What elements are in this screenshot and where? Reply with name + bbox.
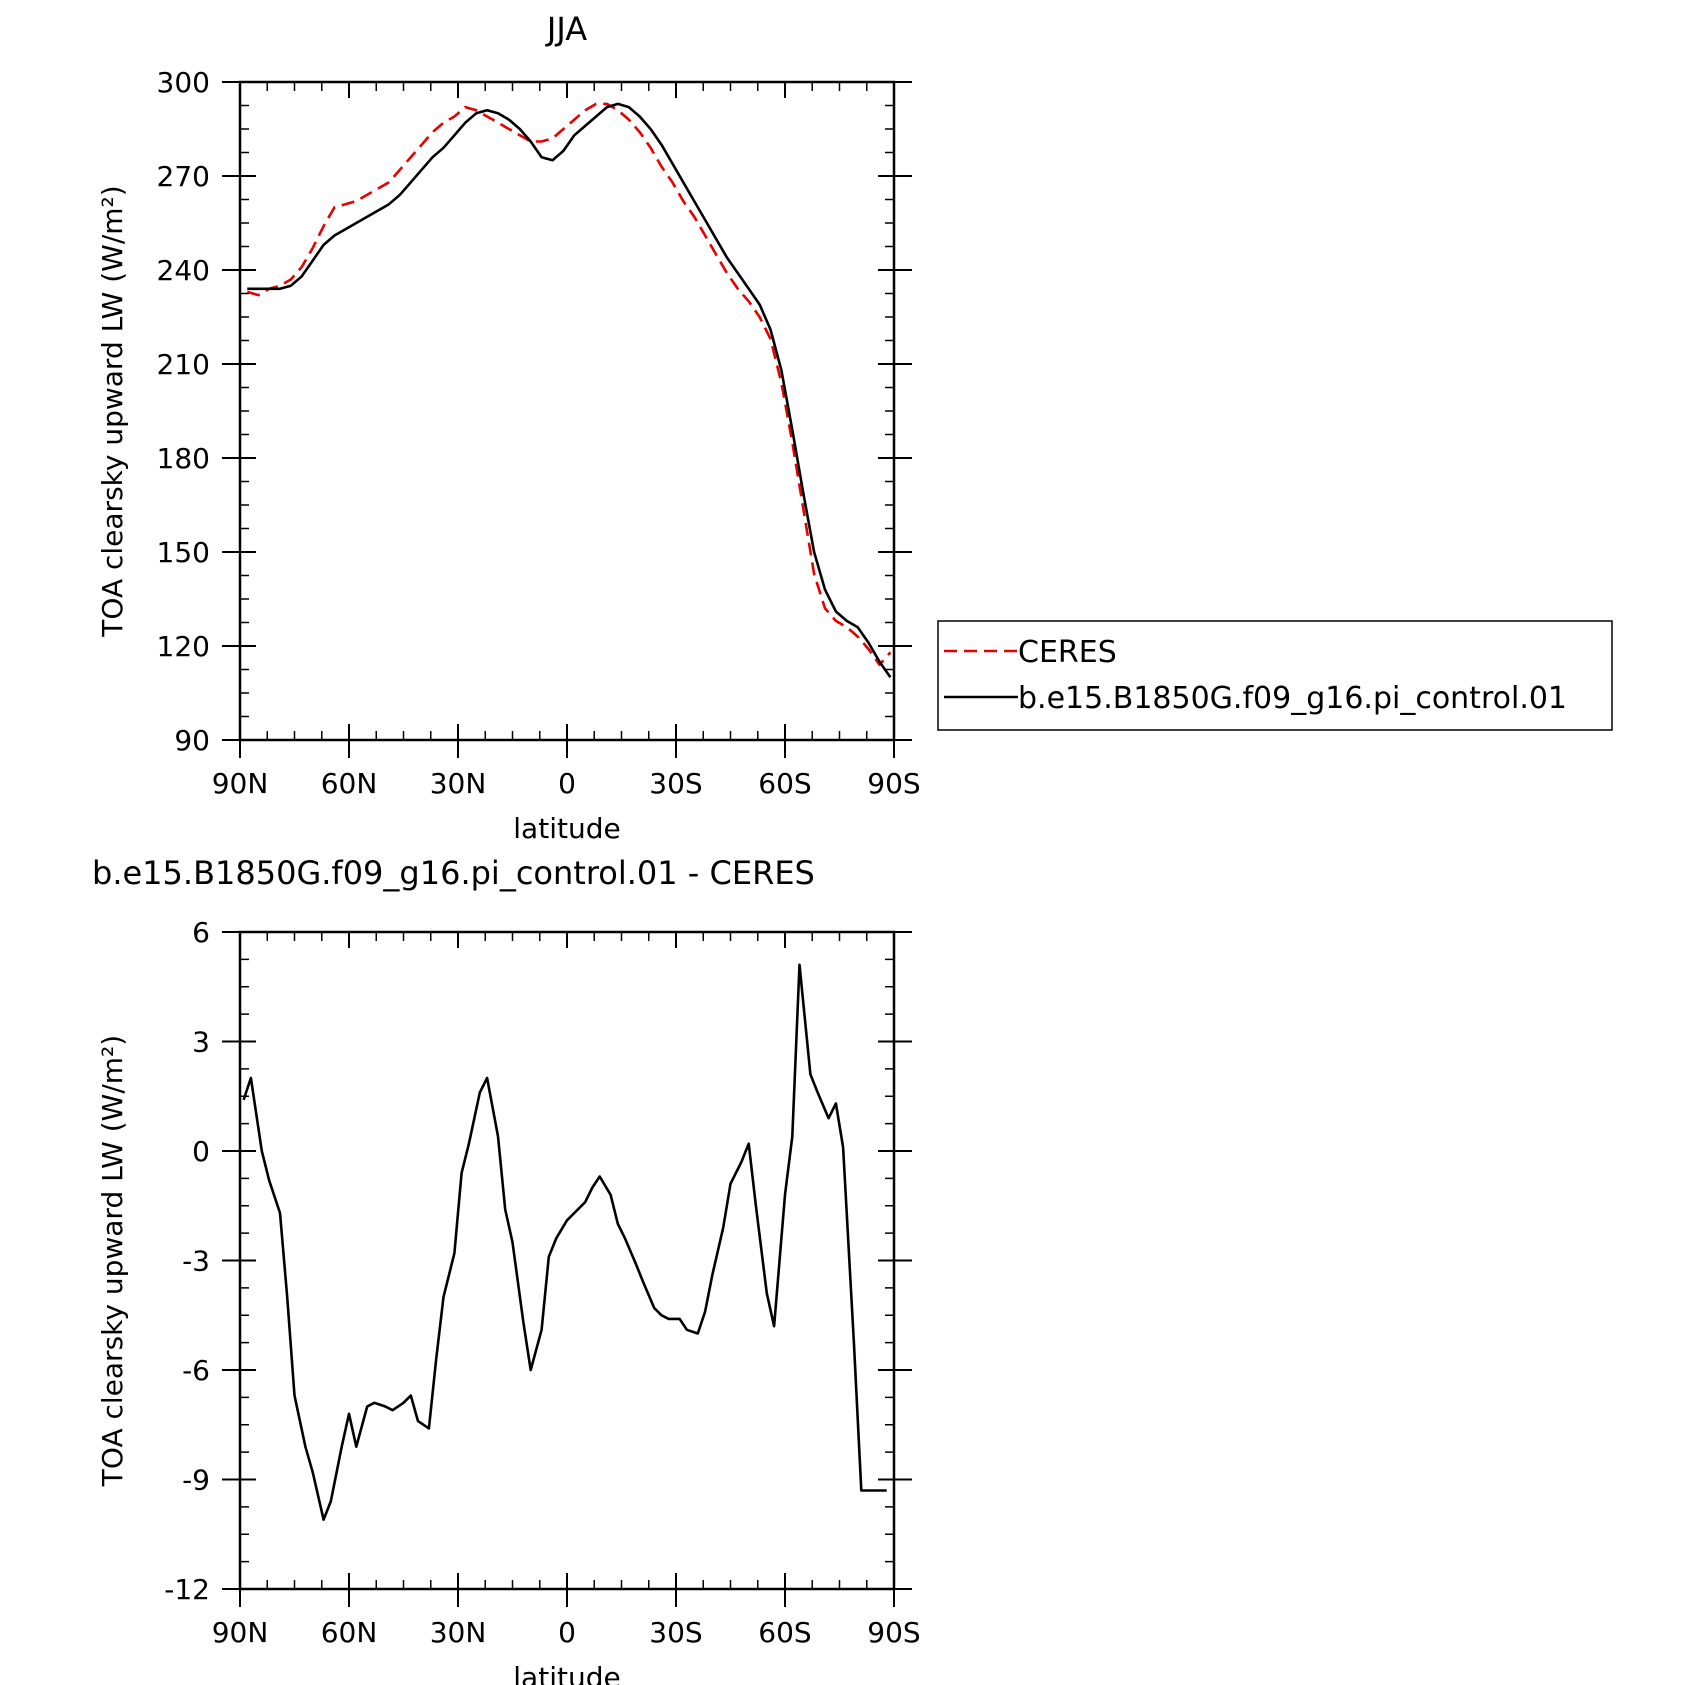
legend-label: b.e15.B1850G.f09_g16.pi_control.01 <box>1018 681 1567 716</box>
top-y-tick-label: 90 <box>174 724 210 757</box>
bottom-x-tick-label: 30S <box>649 1616 702 1649</box>
bottom-y-tick-label: -3 <box>182 1245 210 1278</box>
bottom-x-tick-label: 90N <box>212 1616 269 1649</box>
legend-label: CERES <box>1018 635 1117 670</box>
top-y-tick-label: 240 <box>157 254 210 287</box>
bottom-y-tick-label: -9 <box>182 1464 210 1497</box>
bottom-y-axis-label: TOA clearsky upward LW (W/m²) <box>96 1035 129 1487</box>
bottom-panel: b.e15.B1850G.f09_g16.pi_control.01 - CER… <box>92 854 921 1685</box>
bottom-y-tick-label: -6 <box>182 1354 210 1387</box>
bottom-x-tick-label: 60S <box>758 1616 811 1649</box>
bottom-y-tick-label: 0 <box>192 1135 210 1168</box>
bottom-x-axis-label: latitude <box>513 1661 620 1685</box>
legend-box <box>937 620 1613 731</box>
top-y-tick-label: 270 <box>157 160 210 193</box>
top-y-tick-label: 300 <box>157 66 210 99</box>
top-panel: JJA 90N 60N 30N 0 30S 60S 90S 90 120 150 180 210 240 2… <box>96 10 1613 845</box>
top-y-tick-label: 210 <box>157 348 210 381</box>
top-x-tick-label: 30S <box>649 767 702 800</box>
bottom-x-tick-label: 90S <box>867 1616 920 1649</box>
top-series-line-ceres <box>246 102 892 667</box>
bottom-x-tick-label: 0 <box>558 1616 576 1649</box>
top-y-tick-label: 180 <box>157 442 210 475</box>
top-y-axis-label: TOA clearsky upward LW (W/m²) <box>96 185 129 637</box>
bottom-series-line-difference <box>242 963 887 1521</box>
top-x-tick-label: 0 <box>558 767 576 800</box>
top-x-tick-label: 90S <box>867 767 920 800</box>
top-x-tick-label: 30N <box>430 767 487 800</box>
bottom-y-tick-label: 3 <box>192 1026 210 1059</box>
top-plot-frame <box>238 80 896 742</box>
bottom-y-tick-label: 6 <box>192 916 210 949</box>
bottom-x-tick-label: 30N <box>430 1616 487 1649</box>
top-y-tick-label: 120 <box>157 630 210 663</box>
bottom-chart-title: b.e15.B1850G.f09_g16.pi_control.01 - CER… <box>92 854 815 892</box>
bottom-x-tick-label: 60N <box>321 1616 378 1649</box>
top-series-line-b-e15-b1850g-f09-g16-pi-control-01 <box>247 102 892 679</box>
top-x-tick-label: 60S <box>758 767 811 800</box>
top-x-tick-label: 90N <box>212 767 269 800</box>
top-chart-title: JJA <box>545 10 587 48</box>
top-x-axis-label: latitude <box>513 812 620 845</box>
bottom-y-tick-label: -12 <box>164 1573 210 1606</box>
top-x-tick-label: 60N <box>321 767 378 800</box>
top-y-tick-label: 150 <box>157 536 210 569</box>
